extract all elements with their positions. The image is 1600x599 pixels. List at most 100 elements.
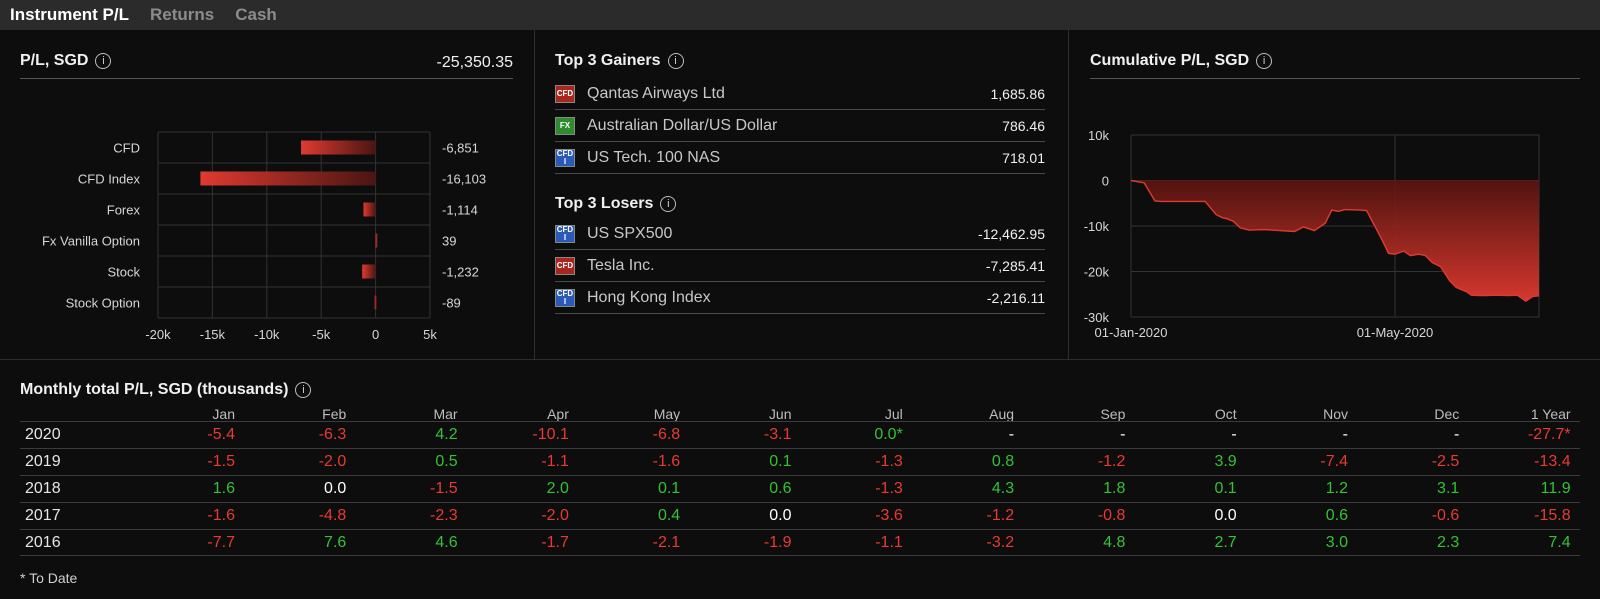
instrument-name: Hong Kong Index bbox=[587, 288, 711, 306]
tab-returns[interactable]: Returns bbox=[150, 5, 215, 24]
instrument-row[interactable]: CFD Tesla Inc. -7,285.41 bbox=[555, 250, 1045, 282]
table-cell: 3.0 bbox=[1325, 533, 1348, 551]
cfd-index-icon: CFD I bbox=[555, 148, 575, 167]
column-header: Jan bbox=[212, 405, 235, 422]
column-header: Jul bbox=[884, 405, 903, 422]
tab-instrument-pl[interactable]: Instrument P/L bbox=[10, 5, 130, 24]
pl-panel-title: P/L, SGD i bbox=[20, 52, 112, 70]
year-label: 2017 bbox=[25, 507, 61, 524]
bar[interactable] bbox=[363, 202, 376, 217]
instrument-value: -7,285.41 bbox=[985, 257, 1045, 274]
instrument-value: -2,216.11 bbox=[986, 289, 1045, 306]
info-icon[interactable]: i bbox=[667, 53, 684, 69]
tick-label: -15k bbox=[200, 327, 226, 342]
table-cell: 3.1 bbox=[1437, 480, 1460, 497]
losers-title: Top 3 Losers i bbox=[555, 195, 677, 213]
table-cell: 0.4 bbox=[657, 507, 681, 524]
table-cell: -1.6 bbox=[207, 507, 235, 524]
bar-grid bbox=[157, 131, 431, 319]
cumulative-title-text: Cumulative P/L, SGD bbox=[1090, 52, 1250, 69]
instrument-row[interactable]: CFD I Hong Kong Index -2,216.11 bbox=[555, 282, 1045, 314]
category-label: Fx Vanilla Option bbox=[42, 234, 140, 249]
tab-cash[interactable]: Cash bbox=[235, 5, 277, 24]
fx-icon: FX bbox=[555, 116, 575, 135]
instrument-name: Tesla Inc. bbox=[587, 256, 655, 274]
pl-title-text: P/L, SGD bbox=[20, 52, 89, 69]
instrument-row[interactable]: CFD I US Tech. 100 NAS 718.01 bbox=[555, 142, 1045, 174]
cfd-index-icon: CFD I bbox=[555, 224, 575, 243]
table-cell: -0.6 bbox=[1431, 507, 1460, 524]
bar[interactable] bbox=[362, 264, 376, 279]
table-cell: 1.8 bbox=[1103, 480, 1126, 497]
bar[interactable] bbox=[200, 171, 376, 186]
table-cell: -2.1 bbox=[652, 533, 681, 551]
footnote: * To Date bbox=[20, 570, 78, 586]
instrument-row[interactable]: FX Australian Dollar/US Dollar 786.46 bbox=[555, 110, 1045, 142]
table-cell: -10.1 bbox=[532, 426, 569, 443]
year-label: 2019 bbox=[25, 453, 61, 470]
table-cell: -4.8 bbox=[318, 507, 347, 524]
cfd-icon: CFD bbox=[555, 256, 575, 275]
table-cell: -6.8 bbox=[652, 426, 681, 443]
table-cell: -7.4 bbox=[1320, 453, 1348, 470]
table-cell: -7.7 bbox=[207, 533, 235, 551]
table-row: 2016 -7.7 7.6 4.6 -1.7 -2.1 -1.9 -1.1 -3.2 4.8 2.7… bbox=[20, 529, 1580, 556]
table-cell: -0.8 bbox=[1097, 507, 1126, 524]
table-cell: -3.2 bbox=[986, 533, 1015, 551]
bar[interactable] bbox=[374, 295, 377, 310]
category-label: Stock Option bbox=[66, 296, 140, 311]
value-label: -16,103 bbox=[442, 172, 486, 187]
value-label: -6,851 bbox=[442, 141, 479, 156]
info-icon[interactable]: i bbox=[95, 53, 112, 69]
category-label: CFD bbox=[113, 141, 140, 156]
instrument-value: 718.01 bbox=[1002, 149, 1045, 166]
column-header: Sep bbox=[1100, 405, 1126, 422]
bar[interactable] bbox=[375, 233, 378, 248]
table-cell: 2.0 bbox=[546, 480, 569, 497]
bar[interactable] bbox=[301, 140, 376, 155]
tick-label: -20k bbox=[145, 327, 171, 342]
table-cell: 4.3 bbox=[991, 480, 1015, 497]
table-row: 2019 -1.5 -2.0 0.5 -1.1 -1.6 0.1 -1.3 0.8 -1.2 3.9… bbox=[20, 448, 1580, 475]
instrument-name: Australian Dollar/US Dollar bbox=[587, 116, 778, 134]
column-header: Aug bbox=[989, 405, 1015, 422]
section-divider bbox=[0, 359, 1600, 360]
y-tick-label: 10k bbox=[1088, 128, 1109, 143]
table-cell: -1.5 bbox=[430, 480, 458, 497]
cumulative-pl-panel: Cumulative P/L, SGD i 10k 0 -10k -20k -30k 01… bbox=[1069, 30, 1600, 359]
table-cell: 2.3 bbox=[1437, 533, 1460, 551]
table-row: 2018 1.6 0.0 -1.5 2.0 0.1 0.6 -1.3 4.3 1.8 0.1 1.2 3… bbox=[20, 475, 1580, 502]
pl-total-value: -25,350.35 bbox=[436, 54, 513, 71]
table-cell: 7.6 bbox=[324, 533, 347, 551]
table-cell: -2.0 bbox=[541, 507, 569, 524]
table-row: 2020 -5.4 -6.3 4.2 -10.1 -6.8 -3.1 0.0* - - - - - -27… bbox=[20, 421, 1580, 448]
table-cell: 0.0* bbox=[874, 426, 903, 443]
category-label: Stock bbox=[107, 265, 140, 280]
table-cell: -1.5 bbox=[207, 453, 235, 470]
panel-divider bbox=[534, 30, 535, 359]
table-cell: -3.1 bbox=[763, 426, 792, 443]
table-cell: 4.8 bbox=[1103, 533, 1126, 551]
monthly-title-text: Monthly total P/L, SGD (thousands) bbox=[20, 381, 289, 398]
info-icon[interactable]: i bbox=[660, 196, 677, 212]
instrument-row[interactable]: CFD Qantas Airways Ltd 1,685.86 bbox=[555, 78, 1045, 110]
table-cell: 0.0 bbox=[769, 507, 792, 524]
info-icon[interactable]: i bbox=[1256, 53, 1273, 69]
title-divider bbox=[1090, 78, 1580, 79]
pl-panel: P/L, SGD i -25,350.35 CFD -6,851 CFD Index… bbox=[0, 30, 535, 359]
pl-bar-chart: CFD -6,851 CFD Index -16,103 Forex -1,114 Fx V… bbox=[42, 131, 486, 342]
table-cell: -2.5 bbox=[1431, 453, 1460, 470]
tick-label: -5k bbox=[312, 327, 331, 342]
table-header-row: Jan Feb Mar Apr May Jun Jul Aug Sep Oct Nov Dec 1 Ye… bbox=[20, 400, 1580, 427]
table-cell: 7.4 bbox=[1548, 533, 1571, 551]
table-cell: -1.1 bbox=[541, 453, 569, 470]
table-cell: -6.3 bbox=[318, 426, 347, 443]
y-tick-label: -30k bbox=[1084, 310, 1110, 325]
series-line[interactable] bbox=[1130, 179, 1540, 302]
year-label: 2018 bbox=[25, 480, 61, 497]
table-cell: 2.7 bbox=[1214, 533, 1237, 551]
instrument-row[interactable]: CFD I US SPX500 -12,462.95 bbox=[555, 218, 1045, 250]
info-icon[interactable]: i bbox=[295, 382, 312, 398]
value-label: 39 bbox=[442, 234, 456, 249]
